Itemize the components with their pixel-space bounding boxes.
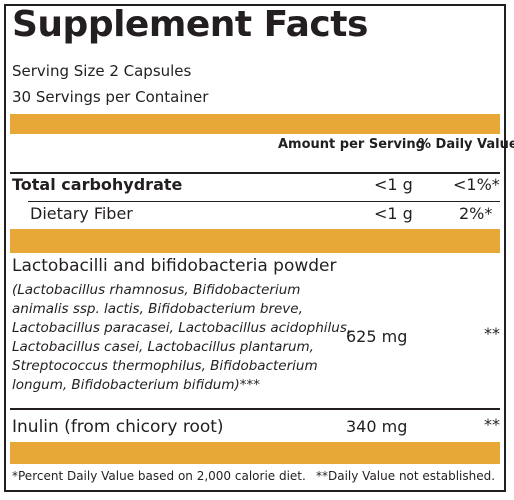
accent-bar-bottom xyxy=(10,442,500,464)
dietary-fiber-name: Dietary Fiber xyxy=(30,204,133,223)
blend-rule xyxy=(10,408,500,410)
footnote-not-established: **Daily Value not established. xyxy=(316,469,496,483)
inulin-dv: ** xyxy=(484,415,500,434)
row-divider xyxy=(28,201,500,202)
accent-bar-top xyxy=(10,114,500,134)
dietary-fiber-dv: 2%* xyxy=(459,204,493,223)
inulin-amount: 340 mg xyxy=(346,417,408,436)
footnote-percent-dv: *Percent Daily Value based on 2,000 calo… xyxy=(12,469,306,483)
inulin-name: Inulin (from chicory root) xyxy=(12,417,224,437)
supplement-facts-panel: Supplement Facts Serving Size 2 Capsules… xyxy=(4,4,514,492)
blend-detail-line: animalis ssp. lactis, Bifidobacterium br… xyxy=(12,301,303,317)
blend-dv: ** xyxy=(484,324,500,343)
accent-bar-middle xyxy=(10,229,500,253)
blend-detail-line: Streptococcus thermophilus, Bifidobacter… xyxy=(12,358,318,374)
header-daily-value: % Daily Value xyxy=(418,137,514,152)
blend-detail-line: Lactobacillus casei, Lactobacillus plant… xyxy=(12,339,314,355)
blend-name: Lactobacilli and bifidobacteria powder xyxy=(12,256,337,276)
servings-per-container: 30 Servings per Container xyxy=(12,88,209,106)
serving-size: Serving Size 2 Capsules xyxy=(12,62,192,80)
blend-amount: 625 mg xyxy=(346,327,408,346)
label-title: Supplement Facts xyxy=(12,4,368,45)
blend-detail-line: Lactobacillus paracasei, Lactobacillus a… xyxy=(12,320,352,336)
dietary-fiber-amount: <1 g xyxy=(374,204,413,223)
total-carbohydrate-amount: <1 g xyxy=(374,175,413,194)
header-rule xyxy=(10,172,500,174)
blend-detail-line: longum, Bifidobacterium bifidum)*** xyxy=(12,377,260,393)
blend-detail-line: (Lactobacillus rhamnosus, Bifidobacteriu… xyxy=(12,282,301,298)
header-amount: Amount per Serving xyxy=(278,137,425,152)
total-carbohydrate-name: Total carbohydrate xyxy=(12,175,183,194)
total-carbohydrate-dv: <1%* xyxy=(453,175,500,194)
